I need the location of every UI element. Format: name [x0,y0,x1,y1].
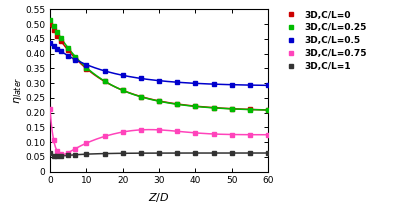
3D,C/L=1 [138,152,143,154]
3D,C/L=0.75 [211,133,216,135]
3D,C/L=0.5 [138,77,143,80]
3D,C/L=0.25 [48,19,52,21]
3D,C/L=0.75 [175,130,180,132]
3D,C/L=1 [102,152,107,155]
3D,C/L=0.75 [48,108,52,111]
3D,C/L=0.5 [51,45,56,47]
3D,C/L=1 [48,152,52,154]
3D,C/L=1 [229,152,234,154]
3D,C/L=1 [84,153,89,155]
Line: 3D,C/L=0.25: 3D,C/L=0.25 [48,18,270,112]
3D,C/L=0.5 [266,84,270,87]
3D,C/L=0.5 [48,42,52,45]
Line: 3D,C/L=0.5: 3D,C/L=0.5 [48,42,270,87]
3D,C/L=0.25 [248,108,252,111]
3D,C/L=1 [211,152,216,154]
3D,C/L=0 [120,89,125,92]
3D,C/L=0 [73,57,78,60]
3D,C/L=0.75 [55,150,60,152]
Y-axis label: $\eta_{later}$: $\eta_{later}$ [12,77,24,104]
3D,C/L=0 [157,100,162,102]
3D,C/L=0.25 [138,95,143,98]
3D,C/L=0 [55,35,60,37]
3D,C/L=0.75 [84,142,89,144]
3D,C/L=0.25 [175,103,180,105]
3D,C/L=1 [193,152,198,154]
3D,C/L=0 [51,29,56,31]
3D,C/L=1 [248,152,252,154]
3D,C/L=0 [84,67,89,70]
3D,C/L=0.5 [193,82,198,85]
3D,C/L=0 [175,103,180,105]
3D,C/L=0 [58,40,63,42]
3D,C/L=0.75 [102,135,107,138]
3D,C/L=0.25 [120,89,125,92]
3D,C/L=0.25 [66,47,70,49]
3D,C/L=1 [51,154,56,157]
3D,C/L=0.25 [73,56,78,58]
Line: 3D,C/L=0: 3D,C/L=0 [48,22,270,112]
3D,C/L=0.75 [248,134,252,136]
3D,C/L=1 [157,152,162,154]
3D,C/L=0.5 [157,79,162,82]
Line: 3D,C/L=0.75: 3D,C/L=0.75 [48,108,270,156]
X-axis label: $\it{Z/D}$: $\it{Z/D}$ [148,191,170,204]
3D,C/L=0.5 [55,48,60,50]
3D,C/L=0.5 [102,70,107,72]
3D,C/L=0.5 [66,54,70,57]
3D,C/L=0 [138,95,143,98]
3D,C/L=0.5 [229,83,234,86]
3D,C/L=0.75 [66,151,70,154]
3D,C/L=0.5 [120,74,125,77]
3D,C/L=1 [73,154,78,156]
3D,C/L=0.25 [102,80,107,82]
3D,C/L=0.25 [266,109,270,111]
3D,C/L=0 [248,108,252,111]
3D,C/L=1 [66,154,70,157]
3D,C/L=0.75 [229,133,234,136]
3D,C/L=0 [266,109,270,111]
3D,C/L=0 [229,108,234,110]
3D,C/L=0.5 [58,50,63,53]
3D,C/L=1 [175,152,180,154]
3D,C/L=0.25 [229,108,234,110]
3D,C/L=0.75 [193,132,198,134]
3D,C/L=0.5 [211,83,216,85]
3D,C/L=0.5 [248,84,252,86]
3D,C/L=0.25 [211,107,216,109]
3D,C/L=0 [102,80,107,83]
3D,C/L=0.75 [73,147,78,150]
Line: 3D,C/L=1: 3D,C/L=1 [48,151,270,158]
3D,C/L=1 [266,152,270,154]
3D,C/L=1 [58,155,63,157]
3D,C/L=0.75 [58,153,63,156]
Legend: 3D,C/L=0, 3D,C/L=0.25, 3D,C/L=0.5, 3D,C/L=0.75, 3D,C/L=1: 3D,C/L=0, 3D,C/L=0.25, 3D,C/L=0.5, 3D,C/… [281,11,367,71]
3D,C/L=0.25 [84,66,89,69]
3D,C/L=0.25 [55,31,60,33]
3D,C/L=0.5 [84,63,89,66]
3D,C/L=0.75 [120,131,125,133]
3D,C/L=0.75 [266,134,270,136]
3D,C/L=0 [66,49,70,52]
3D,C/L=0.5 [73,58,78,61]
3D,C/L=1 [55,155,60,157]
3D,C/L=0.25 [58,37,63,39]
3D,C/L=0.25 [51,25,56,27]
3D,C/L=0 [211,106,216,109]
3D,C/L=0 [48,23,52,25]
3D,C/L=0.5 [175,81,180,83]
3D,C/L=0.75 [51,139,56,141]
3D,C/L=0.25 [157,100,162,103]
3D,C/L=0.25 [193,105,198,108]
3D,C/L=1 [120,152,125,155]
3D,C/L=0.75 [138,129,143,131]
3D,C/L=0.75 [157,129,162,131]
3D,C/L=0 [193,105,198,107]
